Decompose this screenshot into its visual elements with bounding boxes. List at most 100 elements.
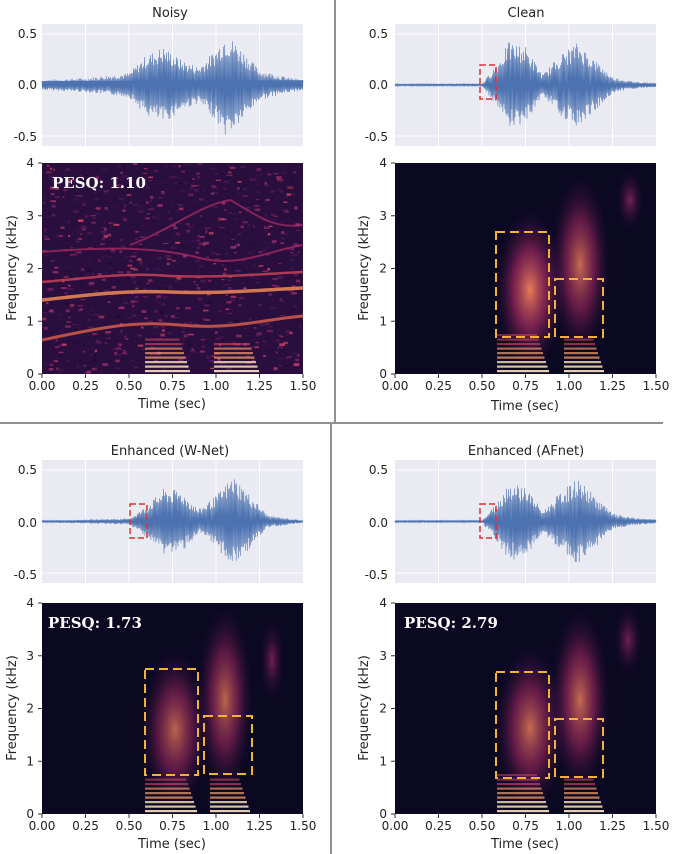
harmonic-line (145, 805, 196, 808)
ylabel-afnet: Frequency (kHz) (357, 655, 372, 761)
noise-speck (213, 192, 218, 195)
noise-speck (191, 185, 197, 187)
noise-speck (258, 304, 262, 306)
noise-speck (182, 255, 188, 258)
noise-speck (47, 300, 52, 303)
noise-speck (293, 363, 300, 367)
noise-speck (252, 225, 255, 228)
spec-panel-wnet: PESQ: 1.73 (42, 603, 303, 814)
noise-speck (128, 339, 131, 341)
noise-speck (134, 252, 137, 254)
noise-speck (84, 184, 88, 186)
noise-speck (272, 278, 278, 280)
noise-speck (91, 273, 95, 276)
noise-speck (270, 214, 276, 216)
noise-speck (45, 364, 52, 366)
noise-speck (103, 234, 109, 236)
noise-speck (174, 312, 179, 314)
noise-speck (138, 281, 142, 284)
noise-speck (199, 198, 204, 201)
noise-speck (296, 229, 300, 232)
noise-speck (167, 210, 170, 213)
wave-ytick: -0.5 (14, 130, 37, 144)
noise-speck (264, 182, 268, 185)
noise-speck (295, 223, 301, 226)
noise-speck (133, 268, 138, 271)
noise-speck (254, 346, 260, 349)
noise-speck (243, 328, 247, 330)
noise-speck (172, 259, 176, 262)
noise-speck (154, 220, 157, 223)
noise-speck (55, 187, 60, 190)
noise-speck (289, 306, 296, 308)
harmonic-line (145, 796, 193, 799)
noise-speck (92, 332, 98, 336)
noise-speck (130, 223, 136, 226)
noise-speck (182, 240, 187, 242)
noise-speck (46, 302, 49, 305)
noise-speck (118, 184, 124, 186)
noise-speck (54, 195, 60, 199)
noise-speck (181, 338, 185, 340)
waveform-wnet (41, 479, 304, 562)
noise-speck (217, 358, 221, 360)
harmonic-line (564, 796, 600, 799)
noise-speck (267, 232, 271, 236)
noise-speck (186, 228, 191, 231)
x-tick-label: 1.25 (246, 819, 273, 833)
noise-speck (122, 357, 128, 360)
noise-speck (217, 217, 224, 221)
noise-speck (131, 313, 135, 317)
noise-speck (193, 305, 199, 308)
noise-speck (291, 247, 295, 251)
noise-speck (210, 192, 214, 195)
harmonic-stack (497, 774, 549, 813)
noise-speck (196, 239, 201, 242)
noise-speck (45, 253, 50, 257)
x-tick-label: 1.00 (556, 819, 583, 833)
noise-speck (233, 213, 237, 215)
noise-speck (269, 306, 276, 309)
noise-speck (258, 265, 264, 268)
harmonic-stack (145, 778, 197, 813)
noise-speck (196, 282, 202, 285)
noise-speck (279, 336, 284, 338)
noise-speck (279, 190, 283, 193)
y-tick-label: 0 (379, 807, 387, 821)
noise-speck (191, 348, 194, 351)
x-tick-label: 1.25 (599, 379, 626, 393)
noise-speck (135, 287, 138, 290)
noise-speck (286, 356, 292, 358)
noise-speck (114, 352, 118, 355)
harmonic-line (214, 361, 256, 364)
noise-speck (201, 243, 206, 246)
noise-speck (123, 335, 128, 338)
noise-speck (129, 275, 136, 279)
noise-speck (129, 260, 133, 262)
noise-speck (140, 262, 144, 265)
noise-speck (72, 324, 78, 326)
noise-speck (228, 308, 233, 310)
noise-speck (285, 334, 289, 337)
noise-speck (291, 351, 296, 355)
noise-speck (126, 194, 132, 196)
noise-speck (193, 323, 199, 326)
noise-speck (210, 355, 216, 357)
spec-panel-noisy: PESQ: 1.10 (41, 163, 304, 374)
noise-speck (92, 217, 96, 220)
noise-speck (251, 346, 256, 349)
noise-speck (264, 344, 270, 347)
noise-speck (228, 279, 232, 282)
harmonic-line (497, 801, 546, 804)
noise-speck (212, 205, 218, 208)
noise-speck (132, 278, 135, 281)
noise-speck (135, 295, 139, 298)
noise-speck (164, 281, 169, 284)
noise-speck (117, 271, 124, 274)
noise-speck (167, 233, 171, 236)
noise-speck (62, 209, 67, 211)
noise-speck (273, 367, 278, 371)
noise-speck (78, 238, 82, 240)
noise-speck (94, 216, 99, 218)
noise-speck (189, 188, 195, 190)
